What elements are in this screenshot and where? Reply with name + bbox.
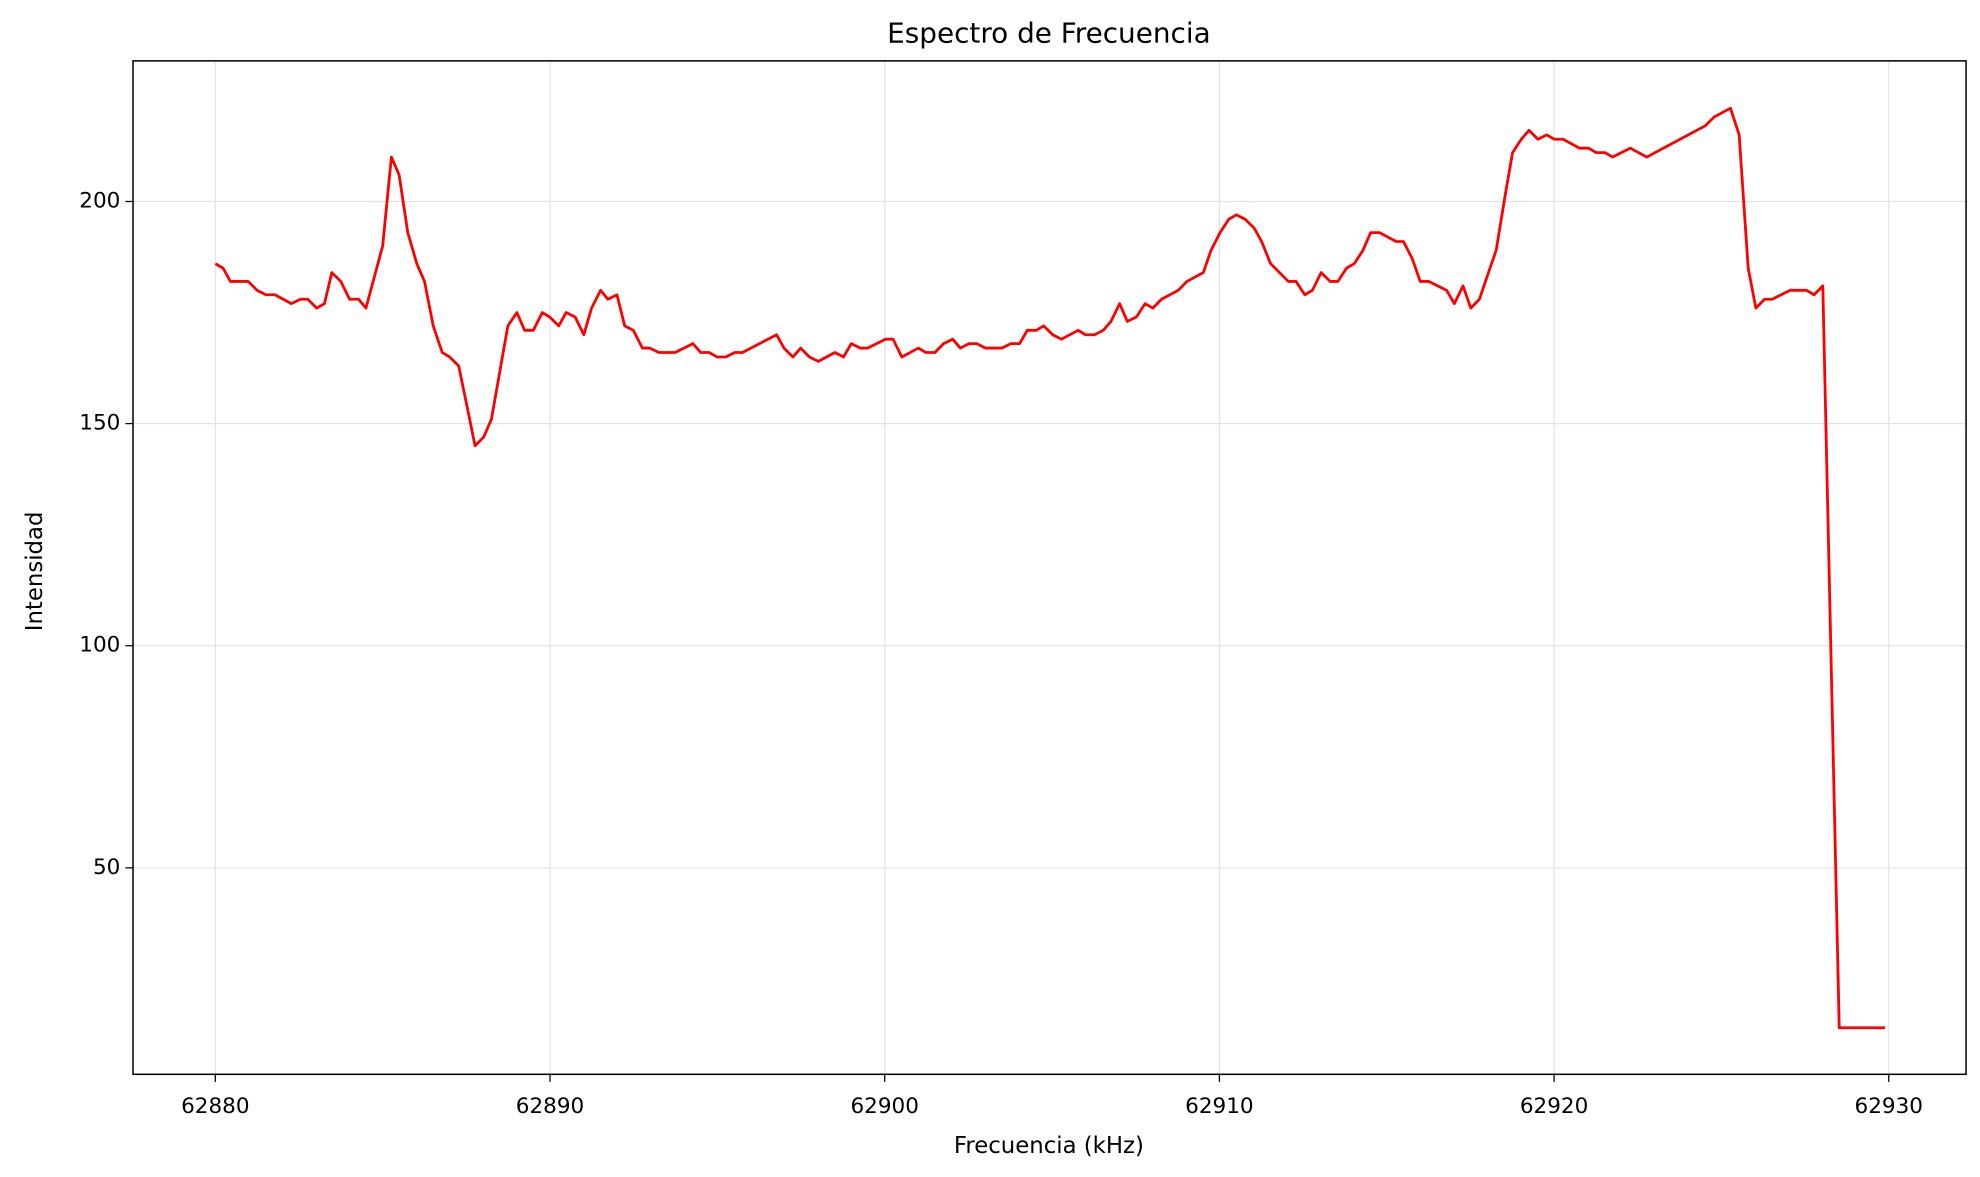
x-axis-label: Frecuencia (kHz) — [954, 1133, 1144, 1159]
x-tick-label: 62900 — [850, 1094, 918, 1119]
x-tick-label: 62920 — [1520, 1094, 1588, 1119]
plot-frame — [132, 60, 1967, 1076]
y-tick-label: 100 — [79, 633, 120, 658]
x-tick-label: 62910 — [1185, 1094, 1253, 1119]
y-tick-label: 150 — [79, 411, 120, 436]
y-tick-label: 200 — [79, 188, 120, 213]
chart-title: Espectro de Frecuencia — [887, 16, 1210, 49]
y-axis-label: Intensidad — [22, 512, 48, 632]
data-line — [214, 106, 1886, 1030]
x-tick-label: 62880 — [181, 1094, 249, 1119]
y-tick-label: 50 — [93, 855, 120, 880]
x-tick-label: 62890 — [516, 1094, 584, 1119]
x-tick-label: 62930 — [1855, 1094, 1923, 1119]
